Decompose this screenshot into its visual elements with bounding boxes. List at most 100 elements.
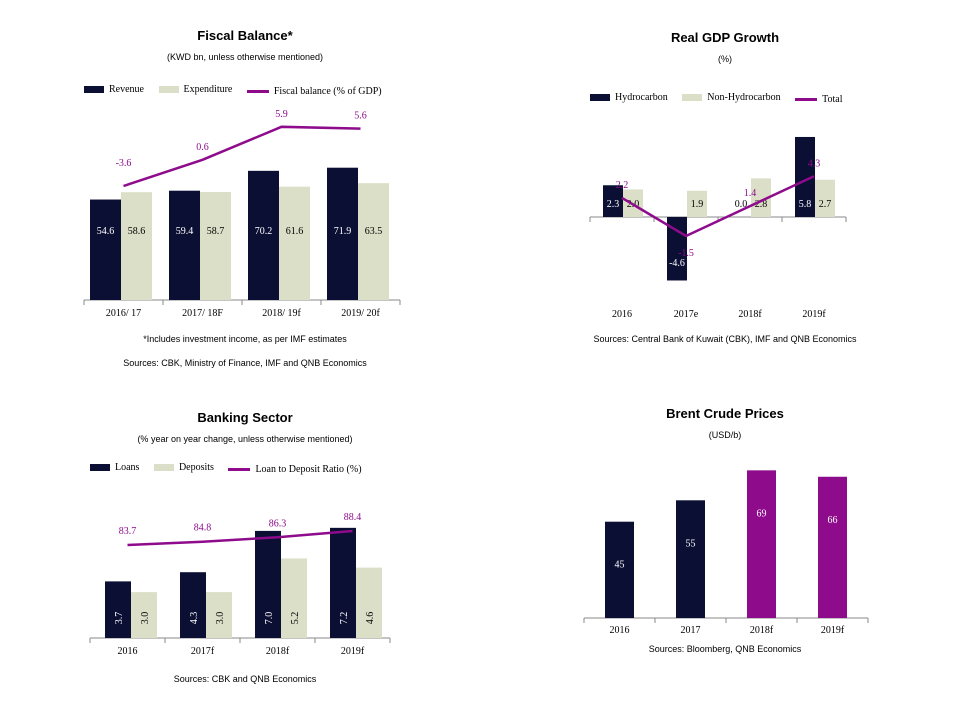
banking-sector-chart: 3.7 3.0 2016 4.3 3.0 2017f 7.0 5.2 2018f 7.2 4.6 20… [89, 512, 391, 657]
legend-swatch [228, 468, 251, 471]
bar [358, 183, 389, 300]
legend-item: Revenue [84, 84, 144, 95]
line-label: 0.6 [196, 142, 209, 153]
bar [248, 170, 279, 300]
bar [131, 592, 157, 638]
data-label: 58.7 [207, 226, 225, 237]
x-tick-label: 2017/ 18F [182, 308, 223, 319]
data-label: 4.3 [189, 612, 200, 625]
legend-item: Loans [90, 462, 139, 473]
legend: Loans Deposits Loan to Deposit Ratio (%) [90, 462, 374, 475]
line-label: -3.6 [116, 158, 132, 169]
real-gdp-panel: Real GDP Growth (%) Hydrocarbon Non-Hydr… [570, 20, 880, 360]
bar [206, 592, 232, 638]
data-label: 45 [615, 560, 625, 571]
line-label: 5.6 [354, 111, 367, 122]
legend-swatch [590, 94, 610, 101]
legend-label: Deposits [178, 462, 214, 473]
bar [327, 167, 358, 300]
data-label: 69 [757, 508, 767, 519]
line-label: 5.9 [275, 109, 288, 120]
data-label: 63.5 [365, 226, 383, 237]
line-label: 88.4 [344, 512, 362, 523]
legend-label: Revenue [109, 84, 144, 95]
fiscal-balance-panel: Fiscal Balance* (KWD bn, unless otherwis… [70, 20, 420, 380]
data-label: 3.0 [215, 612, 226, 625]
brent-crude-chart: 45 2016 55 2017 69 2018f 66 2019f [583, 470, 869, 636]
bar [121, 192, 152, 300]
x-tick-label: 2017f [191, 646, 215, 657]
line-label: 2.2 [616, 180, 629, 191]
legend-swatch [795, 98, 818, 101]
sources-note: Sources: CBK, Ministry of Finance, IMF a… [123, 358, 367, 368]
legend-item: Loan to Deposit Ratio (%) [228, 464, 362, 475]
chart-title: Fiscal Balance* [197, 28, 293, 43]
legend-label: Loans [115, 462, 140, 473]
x-tick-label: 2017 [681, 625, 701, 636]
bar [605, 521, 634, 618]
legend-item: Total [795, 94, 842, 105]
data-label: 3.7 [114, 612, 125, 625]
bar [200, 191, 231, 300]
legend-label: Hydrocarbon [615, 92, 668, 103]
data-label: 5.2 [290, 612, 301, 625]
data-label: 55 [686, 538, 696, 549]
data-label: 2.7 [819, 199, 832, 210]
data-label: 2.3 [607, 199, 620, 210]
bar [105, 581, 131, 638]
line-label: 86.3 [269, 518, 287, 529]
legend-item: Deposits [153, 462, 214, 473]
line-series [621, 175, 815, 238]
legend-swatch [682, 94, 703, 101]
data-label: 61.6 [286, 226, 304, 237]
line-label: 83.7 [119, 526, 137, 537]
line-label: -1.5 [678, 248, 694, 259]
bar [255, 530, 281, 638]
bar [90, 199, 121, 300]
data-label: 7.2 [339, 612, 350, 625]
x-tick-label: 2018f [738, 309, 762, 320]
x-tick-label: 2018f [750, 625, 774, 636]
x-tick-label: 2016 [118, 646, 138, 657]
data-label: 66 [828, 515, 838, 526]
chart-title: Brent Crude Prices [666, 406, 784, 421]
chart-title: Real GDP Growth [670, 30, 780, 45]
data-label: 58.6 [128, 226, 146, 237]
data-label: 7.0 [264, 612, 275, 625]
legend-label: Fiscal balance (% of GDP) [273, 86, 382, 97]
bar [818, 476, 847, 618]
sources-note: Sources: CBK and QNB Economics [173, 674, 317, 684]
line-label: 84.8 [194, 523, 212, 534]
banking-sector-panel: Banking Sector (% year on year change, u… [70, 400, 420, 700]
data-label: -4.6 [669, 258, 685, 269]
data-label: 71.9 [334, 226, 352, 237]
bar [281, 558, 307, 638]
x-tick-label: 2016 [610, 625, 630, 636]
line-series [123, 125, 361, 188]
line-series [127, 529, 353, 547]
legend-item: Hydrocarbon [590, 92, 668, 103]
bar [751, 178, 771, 217]
legend-swatch [90, 464, 110, 471]
legend-item: Expenditure [158, 84, 233, 95]
bar [180, 572, 206, 638]
fiscal-balance-chart: 54.6 58.6 2016/ 17 59.4 58.7 2017/ 18F 70.2 61.… [83, 109, 401, 319]
legend-label: Total [822, 94, 843, 105]
legend-label: Expenditure [183, 84, 233, 95]
legend-swatch [84, 86, 104, 93]
chart-subtitle: (KWD bn, unless otherwise mentioned) [166, 52, 324, 62]
chart-subtitle: (% year on year change, unless otherwise… [137, 434, 353, 444]
data-label: 5.8 [799, 199, 812, 210]
data-label: 70.2 [255, 226, 273, 237]
legend-swatch [158, 86, 179, 93]
x-tick-label: 2019f [821, 625, 845, 636]
data-label: 4.6 [365, 612, 376, 625]
bar [279, 186, 310, 300]
data-label: 59.4 [176, 226, 194, 237]
bar [815, 179, 835, 217]
footnote: *Includes investment income, as per IMF … [143, 334, 347, 344]
sources-note: Sources: Central Bank of Kuwait (CBK), I… [593, 334, 857, 344]
bar [356, 567, 382, 638]
data-label: 54.6 [97, 226, 115, 237]
bar [687, 190, 707, 217]
